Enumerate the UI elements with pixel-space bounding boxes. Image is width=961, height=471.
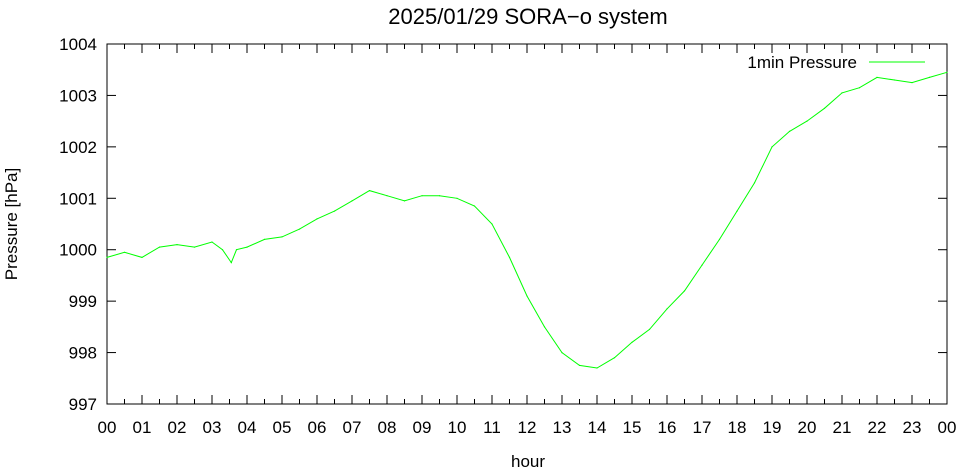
x-tick-label: 21 (833, 418, 852, 437)
x-tick-label: 00 (938, 418, 957, 437)
plot-frame (106, 43, 948, 405)
y-tick-label: 997 (69, 395, 97, 414)
data-point (526, 295, 528, 297)
data-point (736, 210, 738, 212)
x-tick-label: 05 (273, 418, 292, 437)
x-tick-label: 12 (518, 418, 537, 437)
x-tick-label: 06 (308, 418, 327, 437)
x-tick-label: 03 (203, 418, 222, 437)
y-tick-label: 1003 (59, 86, 97, 105)
x-tick-label: 18 (728, 418, 747, 437)
data-point (631, 341, 633, 343)
data-point (946, 71, 948, 73)
legend-label: 1min Pressure (747, 53, 857, 72)
data-point (753, 182, 756, 184)
data-point (235, 249, 238, 251)
data-point (841, 92, 843, 94)
data-point (806, 120, 808, 122)
data-point (403, 200, 406, 202)
x-tick-label: 13 (553, 418, 572, 437)
series-line-0 (106, 71, 948, 369)
data-point (928, 76, 931, 78)
x-tick-label: 00 (98, 418, 117, 437)
x-axis-label: hour (511, 452, 545, 471)
x-tick-label: 11 (483, 418, 501, 437)
axis-ticks (106, 43, 948, 405)
y-axis-label: Pressure [hPa] (2, 168, 21, 280)
y-tick-label: 998 (69, 344, 97, 363)
data-point (106, 256, 108, 258)
data-point (876, 76, 878, 78)
data-point (298, 228, 301, 230)
data-point (911, 82, 913, 84)
y-tick-label: 1004 (59, 35, 97, 54)
data-point (141, 256, 143, 258)
data-point (473, 205, 476, 207)
data-point (230, 262, 232, 264)
x-tick-label: 15 (623, 418, 642, 437)
x-tick-label: 23 (903, 418, 922, 437)
data-point (788, 130, 791, 132)
data-point (123, 251, 126, 253)
x-tick-label: 02 (168, 418, 187, 437)
chart-title: 2025/01/29 SORA−o system (388, 4, 667, 29)
tick-labels: 00 01 02 03 04 05 06 07 08 09 10 11 12 13 14 15 16 17 18 19… (59, 35, 956, 437)
data-point (211, 241, 213, 243)
x-tick-label: 01 (133, 418, 152, 437)
data-point (701, 264, 703, 266)
data-point (193, 246, 196, 248)
data-point (263, 238, 266, 240)
data-point (683, 290, 686, 292)
data-point (648, 328, 651, 330)
data-point (508, 256, 511, 258)
data-point (281, 236, 283, 238)
data-point (893, 79, 896, 81)
data-point (351, 200, 353, 202)
data-point (176, 244, 178, 246)
data-point (221, 249, 224, 251)
data-point (316, 218, 318, 220)
data-point (858, 87, 861, 89)
data-point (823, 107, 826, 109)
data-point (491, 223, 493, 225)
x-tick-label: 14 (588, 418, 607, 437)
x-tick-label: 04 (238, 418, 257, 437)
x-tick-label: 07 (343, 418, 362, 437)
y-tick-label: 1002 (59, 138, 97, 157)
data-point (613, 357, 616, 359)
legend: 1min Pressure (747, 53, 925, 72)
data-point (333, 210, 336, 212)
data-point (438, 195, 441, 197)
data-point (771, 146, 773, 148)
data-point (561, 352, 563, 354)
x-tick-label: 20 (798, 418, 817, 437)
x-tick-label: 10 (448, 418, 467, 437)
y-tick-label: 999 (69, 292, 97, 311)
data-point (718, 238, 721, 240)
x-tick-label: 09 (413, 418, 432, 437)
data-point (368, 190, 371, 192)
x-tick-label: 08 (378, 418, 397, 437)
data-point (596, 367, 598, 369)
x-tick-label: 19 (763, 418, 782, 437)
x-tick-label: 16 (658, 418, 677, 437)
data-point (158, 246, 161, 248)
data-point (543, 326, 546, 328)
y-tick-label: 1000 (59, 241, 97, 260)
x-tick-label: 17 (693, 418, 712, 437)
data-point (386, 195, 388, 197)
data-point (666, 308, 668, 310)
data-point (421, 195, 423, 197)
data-point (456, 197, 458, 199)
x-tick-label: 22 (868, 418, 887, 437)
series-layer (106, 71, 948, 369)
data-point (578, 364, 581, 366)
data-point (246, 246, 248, 248)
y-tick-label: 1001 (59, 189, 97, 208)
